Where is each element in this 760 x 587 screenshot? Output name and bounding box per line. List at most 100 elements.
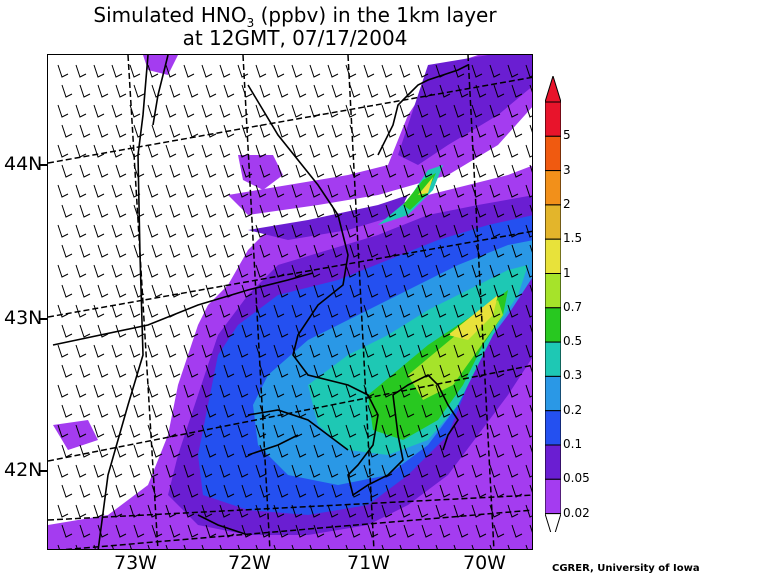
wind-barb <box>147 384 159 398</box>
wind-barb <box>133 244 145 258</box>
wind-barb <box>75 64 87 78</box>
wind-barb <box>381 64 393 78</box>
wind-barb <box>79 484 91 498</box>
wind-barb <box>201 224 213 238</box>
wind-barb <box>313 444 325 458</box>
wind-barb <box>399 464 411 478</box>
wind-barb <box>529 284 532 293</box>
wind-barb <box>417 64 429 78</box>
wind-barb <box>201 504 213 518</box>
wind-barb <box>367 324 379 338</box>
wind-barb <box>525 64 532 78</box>
wind-barb <box>291 464 303 478</box>
wind-barb <box>471 424 483 438</box>
wind-barb <box>475 484 487 498</box>
wind-barb <box>93 384 105 398</box>
wind-barb <box>507 224 519 238</box>
wind-barb <box>295 324 307 338</box>
wind-barb <box>259 84 271 98</box>
grid-line <box>48 364 532 462</box>
wind-barb <box>97 204 109 218</box>
wind-barb <box>349 324 361 338</box>
lon-label-72w: 72W <box>228 552 271 574</box>
wind-barb <box>259 124 271 138</box>
wind-barb <box>417 464 429 478</box>
wind-barb <box>295 84 307 98</box>
wind-barb <box>201 304 213 318</box>
wind-barb <box>309 464 321 478</box>
wind-barb <box>273 64 285 78</box>
wind-barb <box>115 84 127 98</box>
wind-barb <box>61 484 73 498</box>
wind-barb <box>151 284 163 298</box>
wind-barb <box>363 224 375 238</box>
wind-barb <box>79 164 91 178</box>
wind-barb <box>205 204 217 218</box>
wind-barb <box>381 224 393 238</box>
wind-barb <box>435 144 447 158</box>
wind-barb <box>205 124 217 138</box>
wind-barb <box>313 204 325 218</box>
wind-barb <box>57 344 69 358</box>
wind-barb <box>133 84 145 98</box>
wind-barb <box>313 84 325 98</box>
wind-barb <box>183 304 195 318</box>
wind-barb <box>291 264 303 278</box>
wind-barb <box>439 164 451 178</box>
wind-barb <box>327 184 339 198</box>
wind-barb <box>79 444 91 458</box>
wind-barb <box>201 104 213 118</box>
wind-barb <box>345 144 357 158</box>
colorbar-label: 3 <box>563 162 571 177</box>
lat-label-42n: 42N <box>4 459 43 481</box>
wind-barb <box>399 304 411 318</box>
wind-barb <box>457 404 469 418</box>
wind-barb <box>331 524 343 538</box>
wind-barb <box>439 444 451 458</box>
wind-barb <box>529 244 532 253</box>
wind-barb <box>187 324 199 338</box>
wind-barb <box>511 284 523 298</box>
wind-barb <box>57 184 69 198</box>
wind-barb <box>403 244 415 258</box>
grid-line <box>347 55 375 549</box>
wind-barb <box>205 324 217 338</box>
wind-barb <box>61 324 73 338</box>
wind-barb <box>133 524 145 538</box>
wind-barb <box>133 404 145 418</box>
wind-barb <box>273 224 285 238</box>
wind-barb <box>471 144 483 158</box>
wind-barb <box>147 424 159 438</box>
wind-barb <box>471 504 483 518</box>
wind-barb <box>525 144 532 158</box>
wind-barb <box>327 424 339 438</box>
wind-barb <box>223 484 235 498</box>
wind-barb <box>57 144 69 158</box>
wind-barb <box>133 324 145 338</box>
wind-barb <box>457 124 469 138</box>
wind-barb <box>525 384 532 398</box>
colorbar-label: 0.7 <box>563 299 583 314</box>
wind-barb <box>93 184 105 198</box>
wind-barb <box>399 64 411 78</box>
colorbar-label: 0.2 <box>563 402 583 417</box>
wind-barb <box>111 464 123 478</box>
wind-barb <box>489 184 501 198</box>
wind-barb <box>507 304 519 318</box>
wind-barb <box>349 404 361 418</box>
wind-barb <box>255 104 267 118</box>
wind-barb <box>129 144 141 158</box>
wind-barb <box>237 64 249 78</box>
wind-barb <box>417 224 429 238</box>
wind-barb <box>187 524 199 538</box>
wind-barb <box>61 284 73 298</box>
wind-barb <box>417 184 429 198</box>
wind-barb <box>93 144 105 158</box>
wind-barb <box>489 304 501 318</box>
wind-barb <box>313 244 325 258</box>
wind-barb <box>201 464 213 478</box>
wind-barb <box>259 484 271 498</box>
wind-barb <box>169 524 181 538</box>
wind-barb <box>187 124 199 138</box>
wind-barb <box>165 384 177 398</box>
